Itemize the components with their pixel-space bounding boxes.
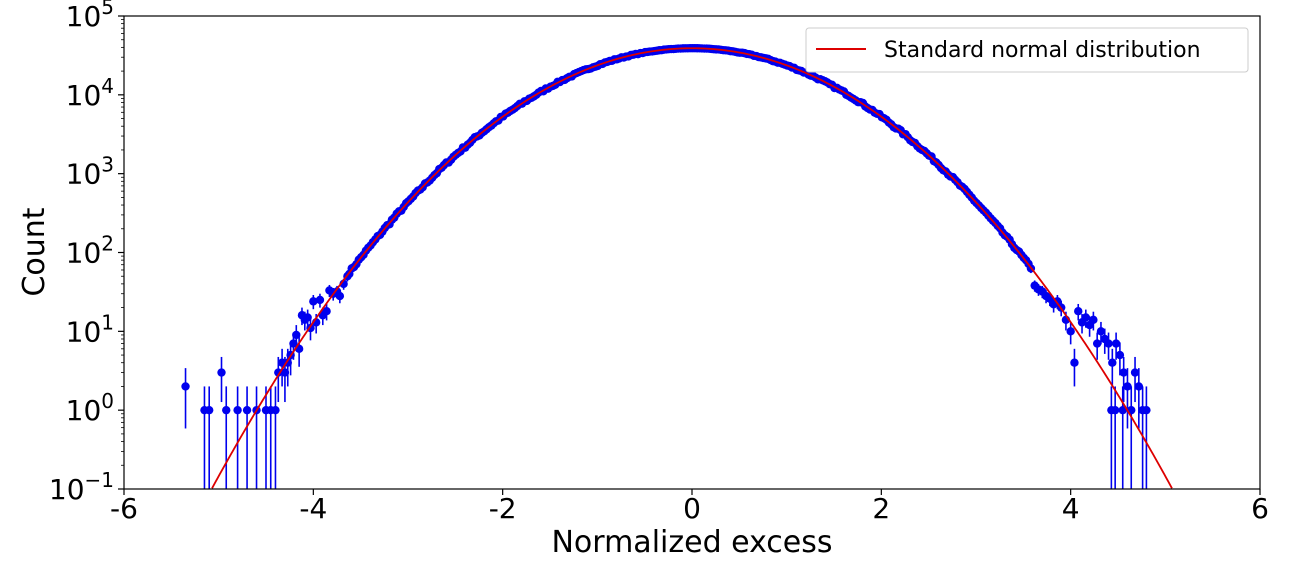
point-marker bbox=[1066, 327, 1075, 336]
y-tick-label: 102 bbox=[66, 232, 114, 270]
data-point bbox=[315, 293, 325, 308]
point-marker bbox=[222, 405, 231, 415]
data-point bbox=[222, 386, 231, 489]
data-point bbox=[217, 356, 226, 403]
y-tick-base: 10 bbox=[66, 315, 102, 348]
point-marker bbox=[1134, 382, 1144, 391]
point-marker bbox=[292, 330, 301, 340]
x-tick-label: 4 bbox=[1062, 492, 1080, 525]
data-point bbox=[1074, 303, 1083, 321]
point-marker bbox=[1130, 368, 1140, 377]
point-marker bbox=[1104, 339, 1113, 348]
legend-label-standard-normal: Standard normal distribution bbox=[884, 38, 1201, 63]
data-point bbox=[271, 386, 280, 489]
y-tick-exponent: 4 bbox=[101, 74, 114, 98]
data-point bbox=[1066, 321, 1075, 345]
data-point bbox=[1070, 348, 1079, 387]
data-point bbox=[1108, 348, 1117, 387]
point-marker bbox=[181, 382, 190, 391]
y-axis-label: Count bbox=[17, 207, 52, 296]
data-point bbox=[1142, 386, 1151, 489]
y-tick-label: 101 bbox=[66, 310, 114, 348]
data-point bbox=[181, 368, 190, 429]
y-tick-exponent: 2 bbox=[101, 232, 114, 256]
y-tick-label: 105 bbox=[66, 0, 114, 33]
x-tick-label: 0 bbox=[683, 492, 701, 525]
point-marker bbox=[1123, 382, 1132, 391]
point-marker bbox=[1108, 358, 1117, 367]
point-marker bbox=[1119, 368, 1128, 377]
point-marker bbox=[1142, 405, 1151, 415]
y-tick-exponent: 3 bbox=[101, 153, 114, 177]
data-point bbox=[1092, 332, 1102, 360]
point-marker bbox=[335, 291, 345, 301]
data-point bbox=[233, 386, 242, 489]
data-point bbox=[205, 386, 214, 489]
legend: Standard normal distribution bbox=[805, 27, 1249, 73]
point-marker bbox=[242, 405, 252, 415]
point-marker bbox=[322, 307, 331, 316]
point-marker bbox=[1089, 315, 1098, 325]
x-tick-label: -2 bbox=[489, 492, 517, 525]
x-axis: -6 -4 -2 0 2 4 6 bbox=[110, 489, 1269, 525]
y-tick-exponent: 0 bbox=[101, 389, 114, 413]
y-tick-base: 10 bbox=[66, 158, 102, 191]
point-marker bbox=[1115, 350, 1125, 360]
point-marker bbox=[1096, 327, 1106, 336]
data-point bbox=[335, 290, 345, 304]
point-marker bbox=[205, 405, 214, 415]
point-marker bbox=[1118, 405, 1127, 415]
point-marker bbox=[233, 405, 242, 415]
y-tick-label: 100 bbox=[66, 389, 114, 427]
point-marker bbox=[1070, 358, 1079, 367]
data-point bbox=[1115, 342, 1125, 376]
y-tick-base: 10 bbox=[49, 473, 85, 506]
data-point bbox=[242, 386, 252, 489]
y-tick-exponent: 5 bbox=[101, 0, 114, 19]
point-marker bbox=[1081, 313, 1091, 322]
data-point bbox=[1107, 386, 1116, 489]
x-tick-label: 2 bbox=[872, 492, 890, 525]
y-tick-base: 10 bbox=[66, 237, 102, 270]
point-marker bbox=[1111, 339, 1121, 348]
data-point bbox=[1123, 368, 1132, 429]
y-tick-label: 10−1 bbox=[49, 468, 114, 506]
data-point bbox=[1130, 356, 1140, 403]
y-tick-base: 10 bbox=[66, 79, 102, 112]
point-marker bbox=[1092, 339, 1102, 348]
legend-box bbox=[805, 27, 1249, 73]
y-tick-label: 103 bbox=[66, 153, 114, 191]
point-marker bbox=[315, 295, 325, 305]
data-point bbox=[1134, 368, 1144, 429]
x-tick-label: -6 bbox=[110, 492, 138, 525]
y-tick-exponent: 1 bbox=[101, 310, 114, 334]
point-marker bbox=[1107, 405, 1116, 415]
y-tick-label: 104 bbox=[66, 74, 114, 112]
plot-area bbox=[124, 16, 1260, 489]
x-tick-label: 6 bbox=[1251, 492, 1269, 525]
data-point bbox=[1089, 311, 1098, 331]
data-point bbox=[1104, 332, 1113, 360]
x-tick-label: -4 bbox=[299, 492, 327, 525]
normal-curve bbox=[211, 47, 1173, 489]
y-tick-base: 10 bbox=[66, 0, 102, 33]
point-marker bbox=[271, 405, 280, 415]
data-point bbox=[309, 295, 318, 310]
data-point bbox=[292, 325, 301, 349]
point-marker bbox=[1074, 307, 1083, 316]
point-marker bbox=[217, 368, 226, 377]
data-point bbox=[322, 303, 331, 321]
point-marker bbox=[309, 297, 318, 306]
y-tick-exponent: −1 bbox=[85, 468, 114, 492]
x-axis-label: Normalized excess bbox=[551, 525, 832, 560]
y-tick-base: 10 bbox=[66, 394, 102, 427]
data-point bbox=[1119, 356, 1128, 403]
